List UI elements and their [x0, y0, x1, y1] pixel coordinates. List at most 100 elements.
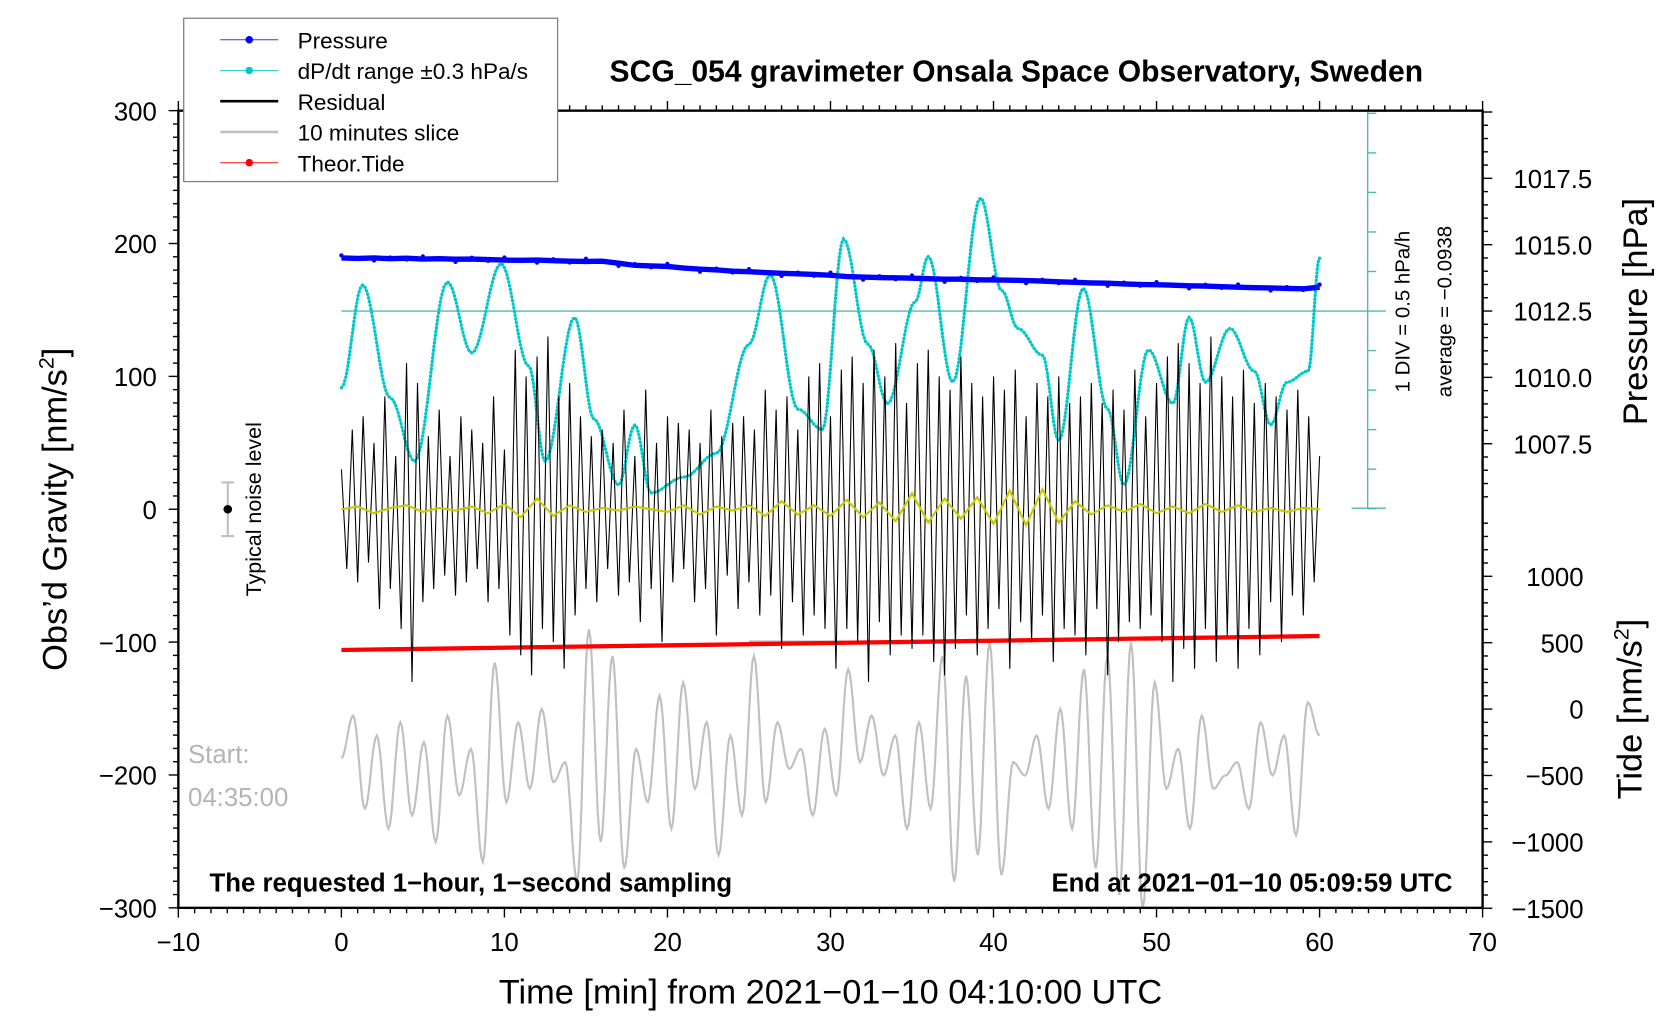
pressure-point — [665, 261, 670, 267]
dpdt-scale-note: 1 DIV = 0.5 hPa/h — [1393, 231, 1415, 393]
noise-level-marker — [221, 481, 235, 538]
y-axis-tide-label: Tide [nm/s2] — [1610, 619, 1650, 800]
sampling-note: The requested 1−hour, 1−second sampling — [210, 870, 733, 898]
y-axis-pressure-label: Pressure [hPa] — [1617, 198, 1655, 425]
x-tick-label: 60 — [1305, 929, 1334, 957]
pressure-point — [730, 270, 735, 275]
y-left-tick-label: −200 — [99, 763, 157, 791]
residual-smoothed-series — [341, 486, 1320, 528]
dpdt-average-note: average = −0.0938 — [1434, 226, 1456, 397]
pressure-point — [1187, 286, 1192, 291]
pressure-point — [975, 278, 980, 284]
pressure-point — [1056, 280, 1061, 286]
pressure-point — [795, 270, 801, 275]
start-label: Start: — [188, 741, 250, 769]
legend-label: Theor.Tide — [298, 151, 405, 176]
x-tick-label: 0 — [334, 929, 348, 957]
tide-tick-label: 0 — [1569, 697, 1583, 725]
pressure-point — [991, 275, 996, 280]
pressure-tick-label: 1010.0 — [1513, 365, 1592, 393]
pressure-point — [437, 256, 442, 261]
tide-tick-label: 1000 — [1526, 564, 1583, 592]
pressure-point — [453, 259, 458, 265]
residual-smoothed-line — [341, 486, 1320, 528]
pressure-point — [567, 260, 572, 265]
x-tick-label: 70 — [1468, 929, 1497, 957]
legend: Pressure dP/dt range ±0.3 hPa/s Residual 10… — [183, 17, 559, 183]
start-time: 04:35:00 — [188, 784, 288, 812]
pressure-point — [746, 267, 752, 272]
pressure-point — [1170, 283, 1175, 288]
pressure-point — [583, 256, 589, 261]
pressure-point — [828, 270, 833, 275]
pressure-point — [551, 257, 556, 262]
pressure-point — [877, 274, 882, 279]
y-left-tick-label: 300 — [114, 98, 157, 126]
legend-item: Residual — [220, 90, 385, 115]
pressure-point — [616, 263, 621, 268]
dpdt-line — [339, 195, 1322, 495]
pressure-point — [1268, 288, 1273, 293]
pressure-point — [404, 257, 409, 262]
legend-marker — [245, 35, 254, 44]
y-left-tick-label: −300 — [99, 896, 157, 924]
pressure-point — [958, 275, 964, 281]
pressure-point — [648, 265, 654, 270]
plot-frame — [177, 109, 1484, 910]
pressure-point — [1235, 282, 1241, 287]
legend-label: Pressure — [298, 28, 388, 53]
pressure-tick-label: 1007.5 — [1513, 431, 1592, 459]
pressure-point — [600, 258, 605, 264]
pressure-point — [469, 255, 474, 260]
pressure-point — [632, 261, 637, 267]
pressure-point — [1284, 285, 1290, 290]
legend-item: Pressure — [220, 28, 388, 53]
pressure-line — [341, 255, 1320, 292]
pressure-point — [1252, 285, 1257, 290]
end-note: End at 2021−01−10 05:09:59 UTC — [1052, 870, 1453, 898]
pressure-point — [1203, 282, 1208, 287]
pressure-point — [1007, 278, 1012, 283]
pressure-tick-label: 1015.0 — [1513, 232, 1592, 260]
tide-line — [341, 633, 1320, 653]
y-left-tick-label: 100 — [114, 364, 157, 392]
pressure-point — [339, 253, 344, 258]
x-axis-label: Time [min] from 2021−01−10 04:10:00 UTC — [499, 973, 1162, 1011]
tide-series — [341, 633, 1320, 653]
pressure-point — [909, 273, 915, 278]
pressure-point — [763, 270, 768, 275]
legend-label: Residual — [298, 90, 386, 115]
pressure-point — [714, 266, 719, 271]
pressure-point — [681, 265, 686, 271]
pressure-point — [1219, 285, 1224, 291]
legend-marker — [245, 66, 254, 75]
y-left-tick-label: −100 — [99, 630, 157, 658]
pressure-point — [388, 255, 393, 260]
x-tick-label: 40 — [979, 929, 1008, 957]
legend-item: 10 minutes slice — [220, 121, 459, 146]
noise-level-label: Typical noise level — [242, 422, 266, 596]
pressure-point — [1317, 282, 1322, 287]
pressure-point — [534, 260, 540, 265]
pressure-point — [1105, 283, 1110, 288]
pressure-point — [1089, 280, 1094, 286]
pressure-point — [926, 276, 931, 281]
pressure-point — [1154, 280, 1159, 285]
pressure-point — [697, 269, 703, 274]
pressure-point — [420, 254, 426, 259]
pressure-point — [1138, 283, 1143, 288]
tide-tick-label: 500 — [1541, 630, 1584, 658]
pressure-point — [1301, 287, 1306, 293]
legend-label: dP/dt range ±0.3 hPa/s — [298, 59, 528, 84]
y-left-tick-label: 0 — [143, 497, 157, 525]
x-tick-label: 50 — [1142, 929, 1171, 957]
pressure-tick-label: 1017.5 — [1513, 166, 1592, 194]
pressure-point — [812, 273, 817, 278]
x-tick-label: −10 — [156, 929, 200, 957]
y-axis-left-label: Obs’d Gravity [nm/s2] — [35, 348, 75, 671]
pressure-point — [844, 274, 849, 279]
y-left-tick-label: 200 — [114, 231, 157, 259]
chart-title: SCG_054 gravimeter Onsala Space Observat… — [610, 56, 1424, 89]
residual-line — [340, 336, 1321, 683]
pressure-point — [518, 258, 523, 263]
